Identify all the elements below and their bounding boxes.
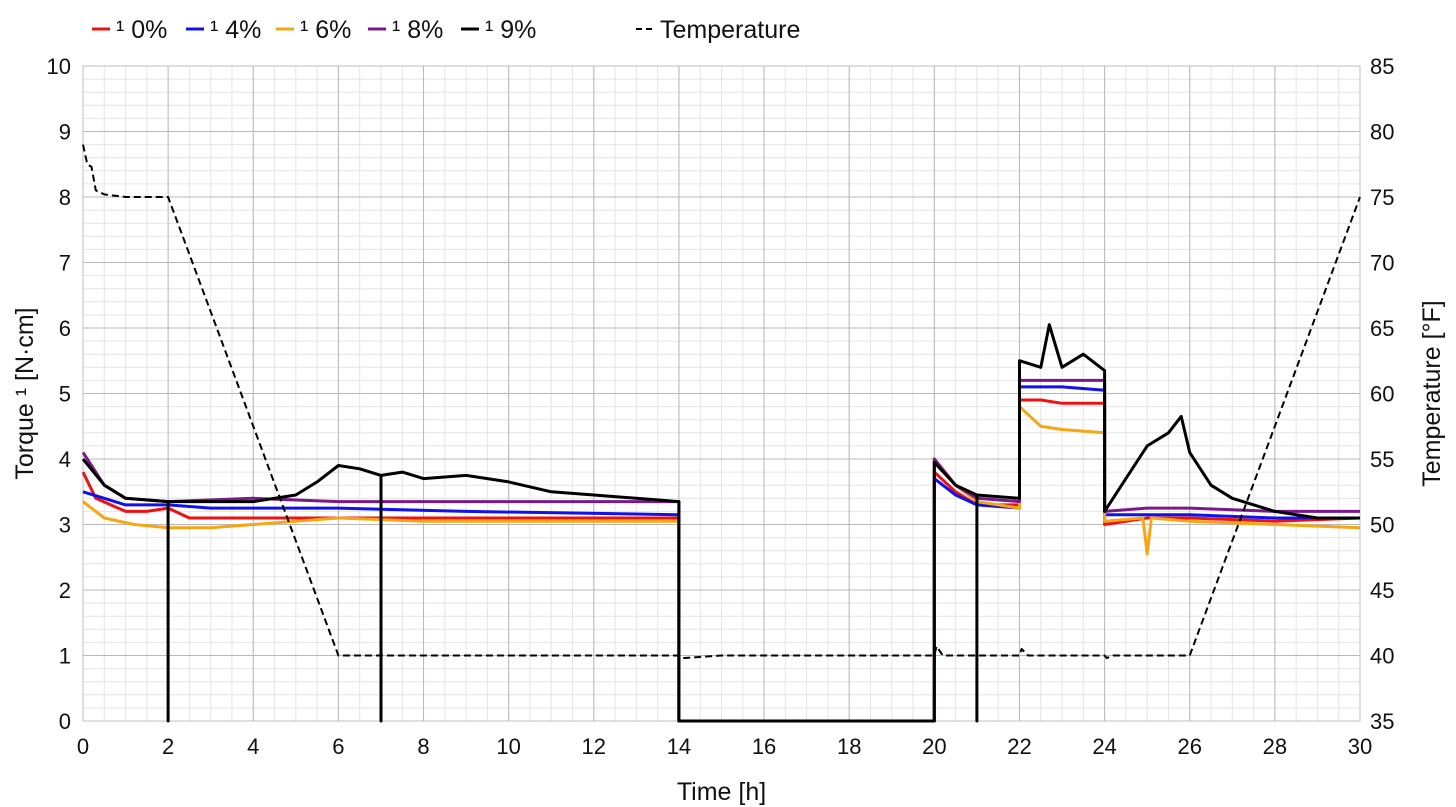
legend-label-4: ¹ 9%	[485, 16, 536, 44]
y2-tick-label: 55	[1370, 447, 1394, 472]
x-axis-title: Time [h]	[677, 778, 766, 806]
series-line-4	[81, 323, 1360, 723]
y-axis-title: Torque ¹ [N·cm]	[11, 307, 39, 479]
series-line-5	[82, 144, 1361, 660]
x-tick-label: 2	[162, 734, 174, 759]
y-tick-label: 0	[59, 709, 71, 734]
legend-label-5: Temperature	[660, 16, 800, 44]
legend: ¹ 0% ¹ 4% ¹ 6% ¹ 8% ¹ 9% Temperature	[92, 16, 800, 44]
y2-tick-label: 60	[1370, 382, 1394, 407]
x-tick-label: 16	[752, 734, 776, 759]
x-tick-label: 12	[582, 734, 606, 759]
legend-label-1: ¹ 4%	[210, 16, 261, 44]
y-axis-ticks: 0 1 2 3 4 5 6 7 8 9 10	[47, 54, 71, 734]
legend-label-2: ¹ 6%	[300, 16, 351, 44]
x-tick-label: 8	[417, 734, 429, 759]
y-tick-label: 10	[47, 54, 71, 79]
legend-label-0: ¹ 0%	[116, 16, 167, 44]
x-tick-label: 14	[667, 734, 691, 759]
y2-axis-ticks: 35 40 45 50 55 60 65 70 75 80 85	[1370, 54, 1394, 734]
x-axis-ticks: 0 2 4 6 8 10 12 14 16 18 20 22 24 26 28 30	[77, 734, 1372, 759]
x-tick-label: 20	[922, 734, 946, 759]
y2-tick-label: 45	[1370, 578, 1394, 603]
x-tick-label: 24	[1092, 734, 1116, 759]
x-tick-label: 18	[837, 734, 861, 759]
x-tick-label: 6	[332, 734, 344, 759]
y2-tick-label: 75	[1370, 185, 1394, 210]
y2-tick-label: 85	[1370, 54, 1394, 79]
y-tick-label: 2	[59, 578, 71, 603]
x-tick-label: 28	[1263, 734, 1287, 759]
x-tick-label: 30	[1348, 734, 1372, 759]
y2-tick-label: 65	[1370, 316, 1394, 341]
y-tick-label: 3	[59, 513, 71, 538]
y2-tick-label: 50	[1370, 513, 1394, 538]
x-tick-label: 10	[496, 734, 520, 759]
y-tick-label: 5	[59, 382, 71, 407]
y-tick-label: 1	[59, 644, 71, 669]
y-tick-label: 9	[59, 120, 71, 145]
y2-tick-label: 40	[1370, 644, 1394, 669]
x-tick-label: 22	[1007, 734, 1031, 759]
y2-tick-label: 70	[1370, 251, 1394, 276]
y2-axis-title: Temperature [°F]	[1418, 300, 1446, 486]
legend-label-3: ¹ 8%	[392, 16, 443, 44]
y2-tick-label: 80	[1370, 120, 1394, 145]
y2-tick-label: 35	[1370, 709, 1394, 734]
y-tick-label: 7	[59, 251, 71, 276]
x-tick-label: 26	[1177, 734, 1201, 759]
y-tick-label: 4	[59, 447, 71, 472]
y-tick-label: 6	[59, 316, 71, 341]
x-tick-label: 0	[77, 734, 89, 759]
x-tick-label: 4	[247, 734, 259, 759]
series-layer	[81, 144, 1361, 723]
y-tick-label: 8	[59, 185, 71, 210]
